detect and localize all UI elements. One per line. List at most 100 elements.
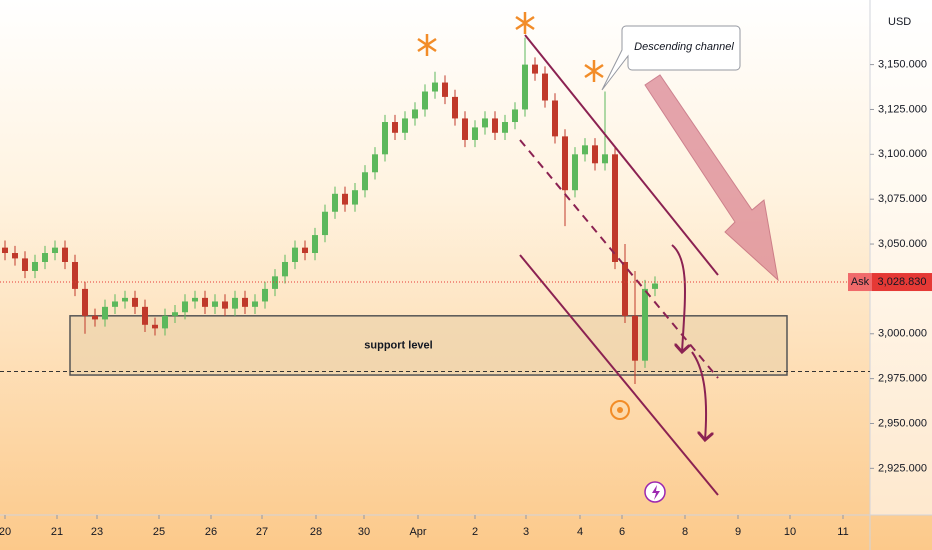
- candle-body: [92, 315, 98, 320]
- candle-body: [52, 247, 58, 254]
- path-arrow: [691, 351, 706, 440]
- candle-body: [632, 315, 638, 361]
- candle-body: [532, 64, 538, 74]
- x-tick-label: 21: [51, 526, 63, 538]
- candle-body: [122, 297, 128, 302]
- x-tick-label: 25: [153, 526, 165, 538]
- candle-body: [152, 324, 158, 329]
- y-tick-label: 2,925.000: [878, 462, 927, 474]
- candle-body: [552, 100, 558, 137]
- candle-body: [302, 247, 308, 254]
- candle-body: [262, 288, 268, 302]
- candle-body: [192, 297, 198, 302]
- candle-body: [642, 288, 648, 361]
- ask-label: Ask: [851, 276, 870, 288]
- x-tick-label: Apr: [409, 526, 426, 538]
- candle-body: [202, 297, 208, 307]
- candle-body: [112, 301, 118, 307]
- channel-mid: [519, 139, 719, 379]
- x-tick-label: 11: [837, 526, 848, 538]
- candle-body: [522, 64, 528, 110]
- candle-body: [422, 91, 428, 110]
- candle-body: [362, 172, 368, 191]
- candle-body: [562, 136, 568, 191]
- candle-body: [292, 247, 298, 262]
- x-tick-label: 6: [619, 526, 625, 538]
- candle-body: [172, 312, 178, 316]
- candle-body: [82, 288, 88, 316]
- y-tick-label: 3,150.000: [878, 59, 927, 71]
- candle-body: [592, 145, 598, 164]
- candle-body: [222, 301, 228, 309]
- x-tick-label: 26: [205, 526, 217, 538]
- candle-body: [392, 122, 398, 133]
- candle-body: [312, 235, 318, 254]
- candle-body: [232, 297, 238, 309]
- candle-body: [272, 276, 278, 289]
- x-tick-label: 2: [472, 526, 478, 538]
- callout-text: Descending channel: [634, 41, 734, 53]
- y-tick-label: 2,950.000: [878, 417, 927, 429]
- candle-body: [442, 82, 448, 97]
- candle-body: [242, 297, 248, 307]
- candle-body: [372, 154, 378, 173]
- candle-body: [332, 193, 338, 212]
- candle-body: [402, 118, 408, 133]
- path-arrow: [671, 244, 685, 352]
- candle-body: [432, 82, 438, 92]
- y-tick-label: 2,975.000: [878, 373, 927, 385]
- candle-body: [2, 247, 8, 254]
- x-tick-label: 30: [358, 526, 370, 538]
- x-tick-label: 4: [577, 526, 583, 538]
- y-tick-label: 3,050.000: [878, 238, 927, 250]
- x-tick-label: 9: [735, 526, 741, 538]
- candle-body: [212, 301, 218, 307]
- candle-body: [342, 193, 348, 205]
- candle-body: [622, 261, 628, 316]
- channel-upper: [524, 34, 719, 276]
- candle-body: [492, 118, 498, 133]
- candle-body: [512, 109, 518, 123]
- candle-body: [352, 190, 358, 205]
- candle-body: [72, 261, 78, 289]
- candle-body: [12, 253, 18, 259]
- candle-body: [472, 127, 478, 140]
- candle-body: [612, 154, 618, 262]
- y-axis-panel: [870, 0, 932, 515]
- channel-lower: [519, 254, 719, 496]
- ask-tag: [848, 273, 872, 292]
- candle-body: [462, 118, 468, 140]
- candle-body: [142, 306, 148, 325]
- candle-body: [452, 96, 458, 119]
- candle-body: [102, 306, 108, 320]
- candle-body: [382, 122, 388, 155]
- event-icon-dot: [617, 407, 623, 413]
- candle-body: [582, 145, 588, 155]
- candle-body: [252, 301, 258, 307]
- x-tick-label: 8: [682, 526, 688, 538]
- currency-label: USD: [888, 16, 911, 28]
- candle-body: [542, 73, 548, 101]
- candle-body: [482, 118, 488, 128]
- candle-body: [652, 283, 658, 289]
- x-tick-label: 27: [256, 526, 268, 538]
- x-tick-label: 20: [0, 526, 11, 538]
- candle-body: [282, 261, 288, 277]
- peak-markers: [417, 12, 604, 82]
- support-zone: [69, 315, 788, 376]
- x-tick-label: 3: [523, 526, 529, 538]
- support-label: support level: [364, 339, 432, 351]
- candle-body: [132, 297, 138, 307]
- candle-body: [572, 154, 578, 191]
- x-tick-label: 23: [91, 526, 103, 538]
- news-icon-bolt: [652, 485, 660, 500]
- x-tick-label: 10: [784, 526, 796, 538]
- candle-body: [182, 301, 188, 313]
- candle-body: [502, 122, 508, 133]
- candle-body: [62, 247, 68, 262]
- x-tick-label: 28: [310, 526, 322, 538]
- candle-body: [322, 211, 328, 236]
- candle-body: [162, 315, 168, 329]
- event-icon: [610, 400, 630, 420]
